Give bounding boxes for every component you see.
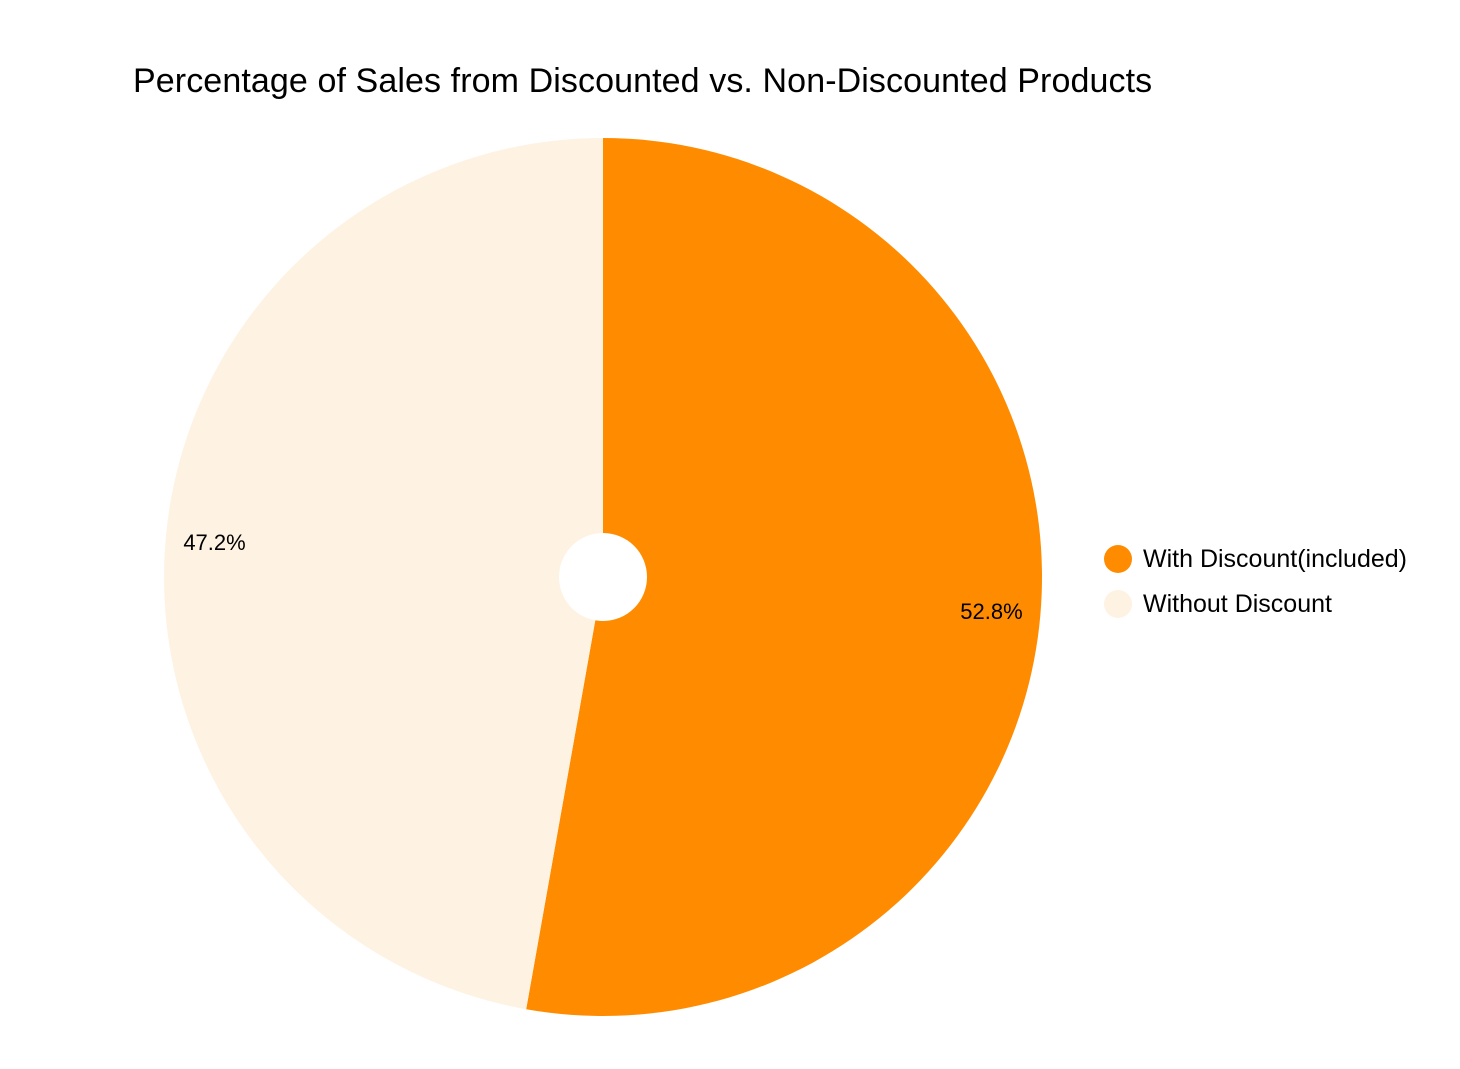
legend-swatch-without-discount xyxy=(1104,589,1132,618)
pie-slice-labels: 52.8% 47.2% xyxy=(183,530,1022,624)
legend-label-with-discount: With Discount(included) xyxy=(1143,544,1407,573)
legend-swatch-with-discount xyxy=(1104,544,1132,573)
chart-title: Percentage of Sales from Discounted vs. … xyxy=(133,62,1153,100)
pie-slice-label-without-discount: 47.2% xyxy=(183,530,245,555)
legend-item-with-discount[interactable]: With Discount(included) xyxy=(1104,536,1407,581)
pie-slice-without-discount[interactable] xyxy=(164,138,603,1010)
legend-label-without-discount: Without Discount xyxy=(1143,589,1332,618)
legend: With Discount(included) Without Discount xyxy=(1104,536,1407,626)
pie-slices xyxy=(164,138,1043,1017)
pie-center-hole xyxy=(559,533,647,621)
pie-slice-label-with-discount: 52.8% xyxy=(960,599,1022,624)
legend-item-without-discount[interactable]: Without Discount xyxy=(1104,581,1407,626)
pie-slice-with-discount[interactable] xyxy=(526,138,1043,1017)
